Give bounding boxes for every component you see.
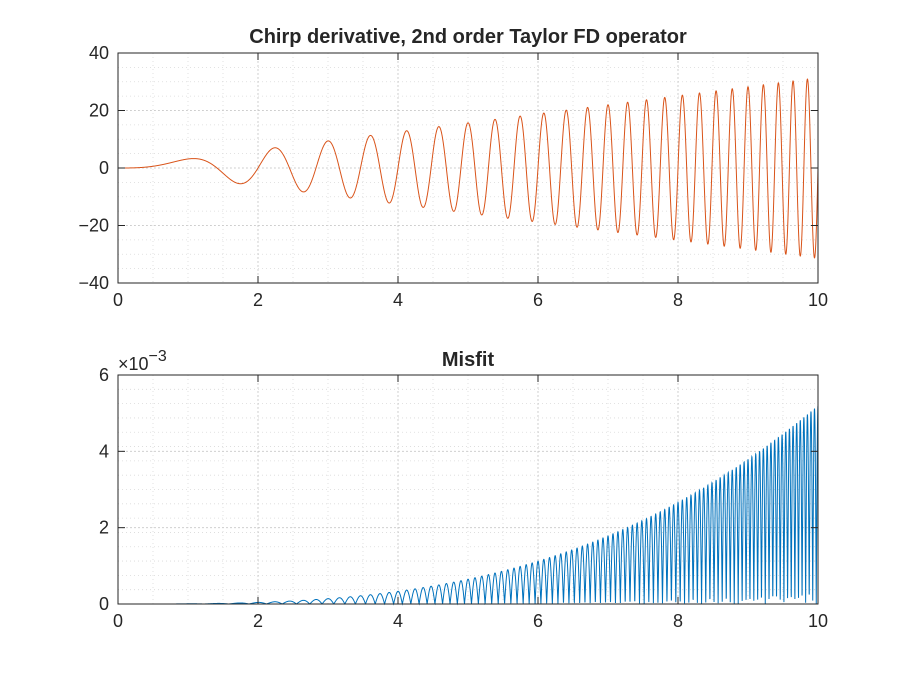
tick-labels: 0 2 4 6 8 10 6 4 2 0: [99, 365, 828, 631]
ticks: [117, 52, 819, 284]
x-tick-label: 10: [808, 611, 828, 631]
y-tick-label: 40: [89, 43, 109, 63]
axes-box: [117, 374, 819, 605]
x-tick-label: 4: [393, 290, 403, 310]
ticks: [117, 374, 819, 605]
y-tick-label: 2: [99, 518, 109, 538]
x-tick-label: 6: [533, 290, 543, 310]
chirp-derivative-axes: 0 2 4 6 8 10 40 20 0 −20 −40 Chirp derivative, 2nd…: [78, 26, 828, 310]
x-tick-label: 8: [673, 611, 683, 631]
x-tick-label: 4: [393, 611, 403, 631]
x-tick-label: 2: [253, 290, 263, 310]
y-tick-label: −40: [78, 273, 109, 293]
series-line: [118, 405, 819, 606]
y-tick-label: −20: [78, 216, 109, 236]
plot-line: [118, 78, 819, 259]
x-tick-label: 6: [533, 611, 543, 631]
x-tick-label: 10: [808, 290, 828, 310]
chart-title: Misfit: [442, 349, 495, 371]
x-tick-label: 8: [673, 290, 683, 310]
plot-line: [118, 405, 819, 606]
x-tick-label: 2: [253, 611, 263, 631]
y-tick-label: 6: [99, 365, 109, 385]
y-tick-label: 20: [89, 101, 109, 121]
x-tick-label: 0: [113, 611, 123, 631]
chart-title: Chirp derivative, 2nd order Taylor FD op…: [249, 26, 687, 48]
series-line: [118, 78, 819, 259]
y-tick-label: 0: [99, 594, 109, 614]
y-tick-label: 0: [99, 158, 109, 178]
exponent-label: ×10−3: [118, 348, 167, 374]
x-tick-label: 0: [113, 290, 123, 310]
tick-labels: 0 2 4 6 8 10 40 20 0 −20 −40: [78, 43, 828, 310]
misfit-axes: 0 2 4 6 8 10 6 4 2 0 Misfit ×10−3: [99, 348, 828, 631]
y-tick-label: 4: [99, 441, 109, 461]
